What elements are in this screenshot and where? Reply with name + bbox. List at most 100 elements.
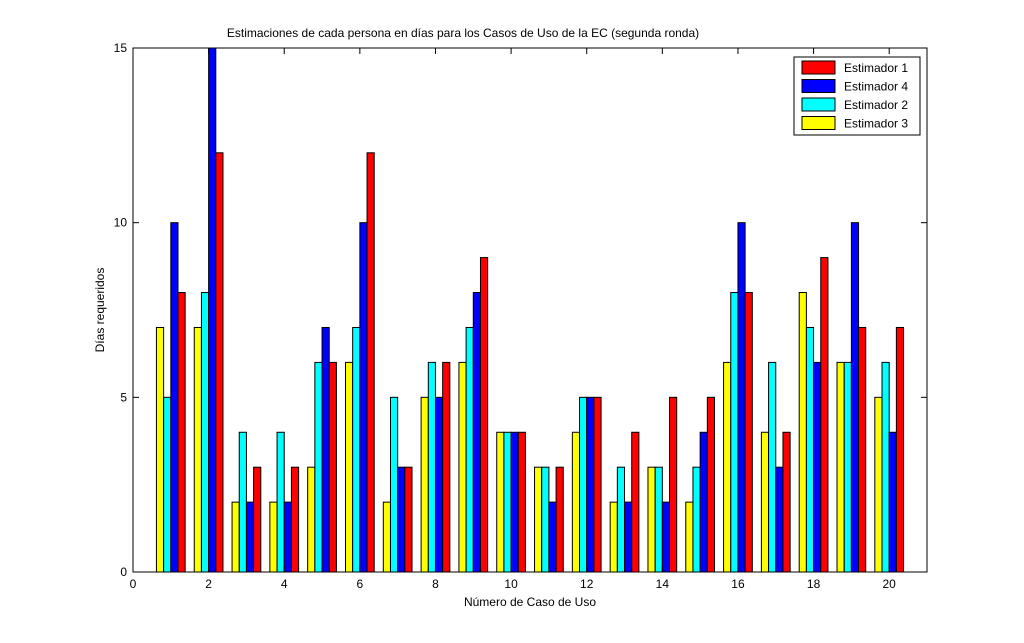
- bar: [510, 431, 519, 573]
- bar: [631, 431, 640, 573]
- y-tick-label: 0: [120, 565, 127, 579]
- x-tick-label: 4: [281, 577, 288, 591]
- bar: [517, 431, 526, 573]
- bar: [238, 431, 247, 573]
- bar: [593, 396, 602, 573]
- bar: [661, 501, 671, 573]
- bar: [737, 222, 746, 573]
- bar: [434, 396, 444, 573]
- bar: [820, 257, 829, 573]
- legend-label: Estimador 3: [844, 117, 908, 131]
- x-tick-label: 2: [205, 577, 212, 591]
- bar: [744, 292, 753, 573]
- bar: [253, 466, 262, 573]
- x-tick-label: 16: [731, 577, 745, 591]
- bar: [647, 466, 656, 573]
- legend-label: Estimador 2: [844, 98, 908, 112]
- legend-swatch: [801, 97, 836, 112]
- bar: [382, 501, 391, 573]
- bar: [534, 466, 543, 573]
- bar: [624, 501, 633, 573]
- bar: [163, 396, 172, 573]
- x-tick-label: 10: [504, 577, 518, 591]
- y-tick-label: 5: [120, 390, 127, 404]
- bar: [723, 361, 732, 573]
- bar: [465, 326, 474, 573]
- bar: [427, 361, 436, 573]
- bar: [669, 396, 678, 573]
- bar: [541, 466, 550, 573]
- bar: [654, 466, 663, 573]
- bar: [269, 501, 278, 573]
- bar: [366, 152, 375, 573]
- bar: [813, 361, 822, 573]
- bar: [208, 47, 217, 573]
- bar: [177, 292, 186, 573]
- bar: [503, 431, 512, 573]
- x-tick-label: 8: [432, 577, 439, 591]
- bar: [843, 361, 852, 573]
- x-tick-label: 18: [807, 577, 821, 591]
- x-tick-label: 6: [357, 577, 364, 591]
- bar: [290, 466, 300, 573]
- bar: [496, 431, 505, 573]
- bar: [155, 326, 165, 573]
- bar: [699, 431, 708, 573]
- legend-swatch: [801, 116, 836, 130]
- y-tick-label: 10: [114, 216, 128, 230]
- bar: [706, 396, 716, 573]
- bar: [692, 466, 701, 573]
- x-axis-label: Número de Caso de Uso: [464, 595, 596, 609]
- bar: [768, 361, 777, 573]
- x-tick-label: 12: [580, 577, 594, 591]
- bar: [359, 222, 368, 573]
- bar: [397, 466, 406, 573]
- y-axis-label: Días requeridos: [93, 268, 107, 353]
- bar: [858, 326, 867, 573]
- bar: [283, 501, 292, 573]
- axes-group: 0 2 4 6 8 10 12 14 16 18 20 0 5 10 15: [114, 41, 927, 591]
- bar: [881, 361, 890, 573]
- bar: [328, 361, 337, 573]
- bar: [895, 326, 905, 573]
- bar: [307, 466, 316, 573]
- bar: [805, 326, 815, 573]
- bar: [404, 466, 413, 573]
- legend-swatch: [801, 60, 836, 75]
- bar: [798, 292, 807, 573]
- bar: [231, 501, 240, 573]
- x-tick-label: 0: [130, 577, 137, 591]
- y-tick-label: 15: [114, 41, 128, 55]
- bar: [616, 466, 626, 573]
- bar: [760, 431, 770, 573]
- bar: [548, 501, 557, 573]
- legend-swatch: [801, 79, 836, 93]
- bar: [571, 431, 581, 573]
- bar: [782, 431, 791, 573]
- bars-group: [155, 47, 905, 573]
- bar: [321, 326, 330, 573]
- bar: [245, 501, 255, 573]
- bar: [874, 396, 883, 573]
- chart-title: Estimaciones de cada persona en días par…: [227, 26, 699, 40]
- legend: Estimador 1 Estimador 4 Estimador 2 Estimad…: [793, 56, 921, 136]
- bar: [685, 501, 694, 573]
- bar: [442, 361, 451, 573]
- bar: [609, 501, 618, 573]
- bar: [836, 361, 845, 573]
- bar: [775, 466, 784, 573]
- bar: [276, 431, 285, 573]
- bar: [888, 431, 897, 573]
- bar: [472, 292, 481, 573]
- bar: [420, 396, 429, 573]
- bar: [850, 222, 860, 573]
- bar: [344, 361, 354, 573]
- legend-label: Estimador 1: [844, 61, 908, 75]
- bar: [389, 396, 399, 573]
- bar: [479, 257, 489, 573]
- bar: [458, 361, 467, 573]
- x-tick-label: 14: [656, 577, 670, 591]
- bar: [730, 292, 739, 573]
- bar: [586, 396, 595, 573]
